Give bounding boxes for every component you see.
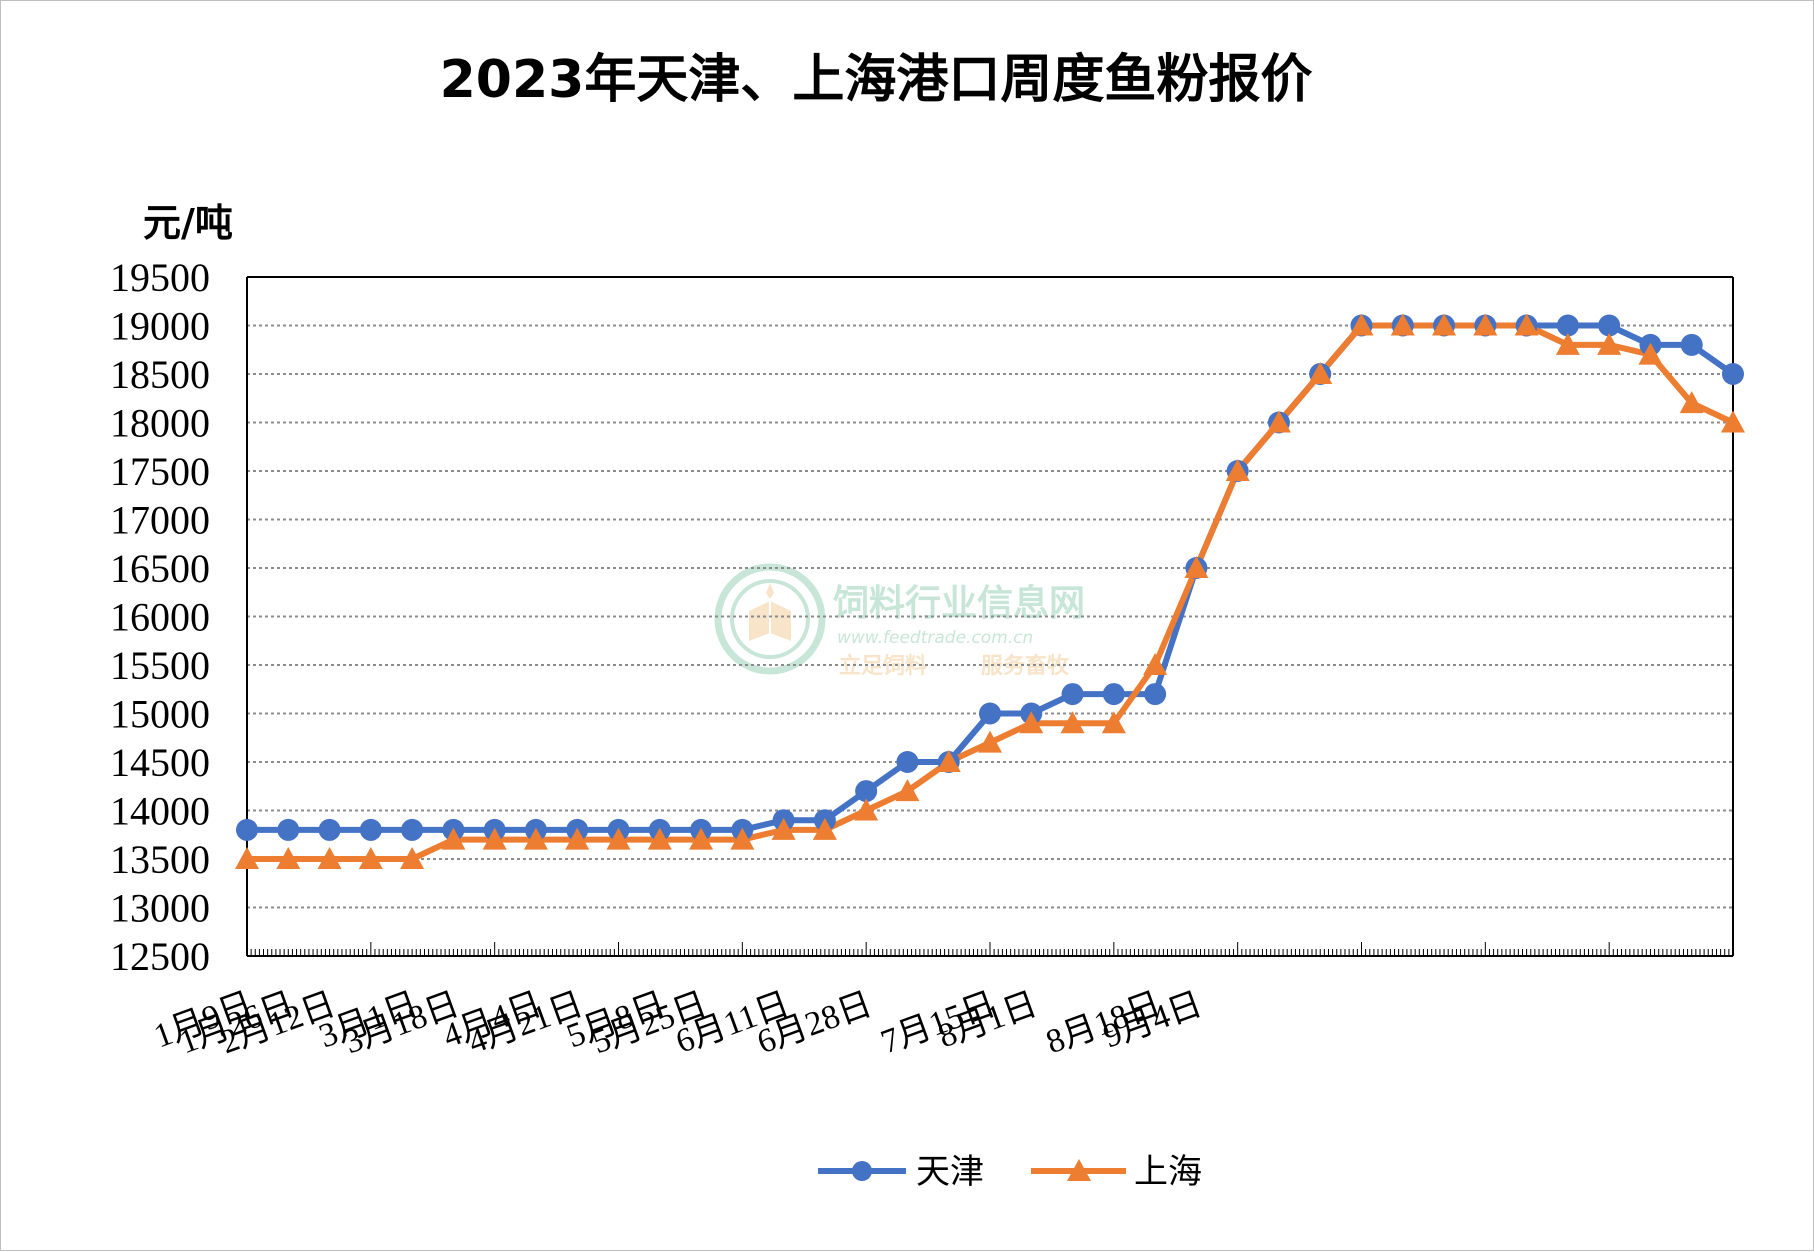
data-point-1 [1473, 313, 1498, 336]
data-point-1 [1143, 653, 1168, 675]
y-tick-label: 18000 [110, 401, 210, 446]
series-line-0 [247, 322, 1735, 833]
data-point-1 [1101, 711, 1126, 734]
data-point-1 [1225, 459, 1250, 481]
watermark-slogan-right: 服务畜牧 [981, 653, 1070, 679]
y-tick-label: 13000 [110, 886, 210, 931]
y-tick-label: 15500 [110, 643, 210, 688]
y-tick-label: 14000 [110, 789, 210, 834]
data-point-1 [936, 750, 961, 772]
y-axis-ticks: 1250013000135001400014500150001550016000… [110, 255, 210, 979]
watermark: 饲料行业信息网 www.feedtrade.com.cn 立足饲料 服务畜牧 [714, 563, 1085, 679]
data-point-1 [812, 817, 837, 840]
data-point-1 [482, 827, 507, 850]
data-point-1 [441, 827, 466, 850]
y-tick-label: 19000 [110, 304, 210, 349]
data-point-1 [854, 798, 879, 821]
data-point-1 [1514, 313, 1539, 336]
data-point-1 [1060, 711, 1085, 734]
y-tick-label: 12500 [110, 934, 210, 979]
y-tick-label: 16000 [110, 595, 210, 640]
data-point-1 [1432, 313, 1457, 336]
y-tick-label: 16500 [110, 546, 210, 591]
y-tick-label: 19500 [110, 255, 210, 300]
data-point-1 [317, 847, 342, 869]
y-tick-label: 17000 [110, 498, 210, 543]
legend-item-shanghai: 上海 [1031, 1152, 1202, 1192]
legend: 天津 上海 [818, 1152, 1202, 1192]
data-point-0 [236, 818, 258, 841]
watermark-name: 饲料行业信息网 [833, 583, 1085, 624]
data-point-0 [979, 702, 1001, 725]
data-point-1 [1308, 362, 1333, 384]
data-point-1 [978, 730, 1002, 753]
grid-lines [247, 324, 1733, 909]
data-point-1 [523, 827, 548, 850]
data-point-0 [1061, 683, 1084, 706]
data-point-1 [1555, 332, 1580, 355]
data-point-1 [647, 827, 672, 850]
legend-label-tianjin: 天津 [916, 1152, 984, 1192]
y-tick-label: 17500 [110, 449, 210, 494]
data-point-1 [1349, 313, 1374, 336]
data-point-0 [1556, 314, 1579, 337]
data-point-1 [1597, 332, 1622, 355]
chart-title: 2023年天津、上海港口周度鱼粉报价 [440, 50, 1313, 110]
watermark-url: www.feedtrade.com.cn [837, 628, 1033, 648]
data-point-0 [318, 818, 341, 841]
data-point-1 [1679, 391, 1704, 414]
data-point-0 [1598, 314, 1621, 337]
series-markers [235, 313, 1745, 869]
data-point-1 [1721, 410, 1745, 433]
data-point-0 [855, 780, 878, 803]
data-point-0 [1102, 683, 1125, 706]
data-point-1 [1638, 342, 1663, 365]
legend-label-shanghai: 上海 [1134, 1152, 1202, 1192]
y-axis-unit: 元/吨 [143, 201, 233, 245]
data-point-1 [276, 847, 301, 869]
data-point-1 [1266, 410, 1291, 433]
y-tick-label: 13500 [110, 837, 210, 882]
y-tick-label: 14500 [110, 740, 210, 785]
data-point-1 [895, 779, 920, 802]
data-point-0 [401, 818, 424, 841]
data-point-1 [358, 847, 383, 869]
data-point-1 [689, 827, 714, 850]
data-point-0 [1144, 683, 1167, 706]
data-point-0 [896, 751, 919, 773]
data-point-1 [771, 817, 796, 840]
data-point-0 [277, 818, 300, 841]
x-axis-minor-ticks [246, 942, 1734, 956]
data-point-1 [606, 827, 631, 850]
data-point-1 [1184, 556, 1209, 578]
data-point-1 [730, 827, 755, 850]
leaf-book-logo-icon [714, 563, 826, 675]
data-point-0 [1722, 363, 1744, 385]
data-point-1 [1390, 313, 1415, 336]
data-point-1 [1019, 711, 1044, 734]
legend-marker-tianjin [852, 1161, 872, 1181]
data-point-1 [400, 847, 425, 869]
data-point-1 [235, 847, 259, 869]
data-point-0 [359, 818, 382, 841]
y-tick-label: 15000 [110, 692, 210, 737]
data-point-0 [1680, 333, 1703, 356]
data-point-1 [565, 827, 590, 850]
legend-item-tianjin: 天津 [818, 1152, 984, 1192]
legend-marker-shanghai [1067, 1159, 1091, 1181]
y-tick-label: 18500 [110, 352, 210, 397]
x-axis-tick-labels: 1月9日1月26日2月12日3月1日3月18日4月4日4月21日5月8日5月25… [149, 986, 1207, 1061]
